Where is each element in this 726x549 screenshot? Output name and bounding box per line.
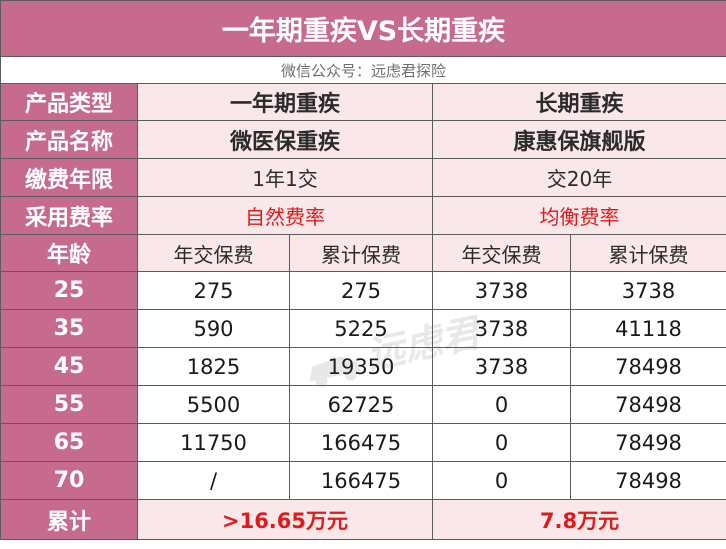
table-row: 35 590 5225 3738 41118 bbox=[0, 309, 726, 348]
annual-premium-long-term: 3738 bbox=[432, 271, 571, 310]
annual-premium-one-year: 11750 bbox=[137, 423, 290, 462]
page-title: 一年期重疾VS长期重疾 bbox=[0, 0, 726, 57]
table-row: 65 11750 166475 0 78498 bbox=[0, 423, 726, 462]
annual-premium-long-term: 0 bbox=[432, 461, 571, 500]
cumulative-premium-long-term: 78498 bbox=[569, 461, 726, 500]
cumulative-premium-one-year: 62725 bbox=[289, 385, 433, 424]
age-cell: 25 bbox=[0, 271, 138, 310]
table-row: 70 / 166475 0 78498 bbox=[0, 461, 726, 500]
annual-premium-one-year: 5500 bbox=[137, 385, 290, 424]
age-cell: 35 bbox=[0, 309, 138, 348]
cumulative-premium-long-term: 78498 bbox=[569, 423, 726, 462]
age-cell: 70 bbox=[0, 461, 138, 500]
product-name-long-term: 康惠保旗舰版 bbox=[431, 120, 726, 159]
product-type-one-year: 一年期重疾 bbox=[137, 83, 433, 121]
total-label: 累计 bbox=[0, 499, 138, 540]
total-long-term: 7.8万元 bbox=[431, 499, 726, 540]
col-header-annual-2: 年交保费 bbox=[432, 234, 571, 272]
cumulative-premium-one-year: 166475 bbox=[289, 423, 433, 462]
table-row: 45 1825 19350 3738 78498 bbox=[0, 347, 726, 386]
annual-premium-one-year: / bbox=[137, 461, 290, 500]
rate-type-one-year: 自然费率 bbox=[137, 196, 433, 235]
cumulative-premium-long-term: 3738 bbox=[569, 271, 726, 310]
col-header-cumulative-1: 累计保费 bbox=[289, 234, 433, 272]
total-row: 累计 >16.65万元 7.8万元 bbox=[0, 499, 726, 540]
cumulative-premium-one-year: 166475 bbox=[289, 461, 433, 500]
cumulative-premium-long-term: 78498 bbox=[569, 385, 726, 424]
annual-premium-long-term: 3738 bbox=[432, 347, 571, 386]
rate-type-long-term: 均衡费率 bbox=[431, 196, 726, 235]
table-row: 55 5500 62725 0 78498 bbox=[0, 385, 726, 424]
product-type-long-term: 长期重疾 bbox=[431, 83, 726, 121]
cumulative-premium-one-year: 5225 bbox=[289, 309, 433, 348]
payment-term-long-term: 交20年 bbox=[431, 158, 726, 197]
annual-premium-long-term: 0 bbox=[432, 423, 571, 462]
age-cell: 45 bbox=[0, 347, 138, 386]
product-type-label: 产品类型 bbox=[0, 83, 138, 121]
age-header-row: 年龄 年交保费 累计保费 年交保费 累计保费 bbox=[0, 234, 726, 272]
payment-term-one-year: 1年1交 bbox=[137, 158, 433, 197]
annual-premium-one-year: 590 bbox=[137, 309, 290, 348]
age-cell: 65 bbox=[0, 423, 138, 462]
product-type-row: 产品类型 一年期重疾 长期重疾 bbox=[0, 83, 726, 121]
title-row: 一年期重疾VS长期重疾 bbox=[0, 0, 726, 57]
total-one-year: >16.65万元 bbox=[137, 499, 433, 540]
annual-premium-long-term: 3738 bbox=[432, 309, 571, 348]
page-subtitle: 微信公众号：远虑君探险 bbox=[0, 56, 726, 84]
col-header-annual-1: 年交保费 bbox=[137, 234, 290, 272]
annual-premium-long-term: 0 bbox=[432, 385, 571, 424]
annual-premium-one-year: 1825 bbox=[137, 347, 290, 386]
annual-premium-one-year: 275 bbox=[137, 271, 290, 310]
subtitle-row: 微信公众号：远虑君探险 bbox=[0, 56, 726, 84]
table-row: 25 275 275 3738 3738 bbox=[0, 271, 726, 310]
cumulative-premium-one-year: 275 bbox=[289, 271, 433, 310]
age-cell: 55 bbox=[0, 385, 138, 424]
product-name-label: 产品名称 bbox=[0, 120, 138, 159]
cumulative-premium-long-term: 41118 bbox=[569, 309, 726, 348]
rate-type-row: 采用费率 自然费率 均衡费率 bbox=[0, 196, 726, 235]
col-header-cumulative-2: 累计保费 bbox=[569, 234, 726, 272]
product-name-row: 产品名称 微医保重疾 康惠保旗舰版 bbox=[0, 120, 726, 159]
rate-type-label: 采用费率 bbox=[0, 196, 138, 235]
age-label: 年龄 bbox=[0, 234, 138, 272]
cumulative-premium-one-year: 19350 bbox=[289, 347, 433, 386]
payment-term-label: 缴费年限 bbox=[0, 158, 138, 197]
payment-term-row: 缴费年限 1年1交 交20年 bbox=[0, 158, 726, 197]
cumulative-premium-long-term: 78498 bbox=[569, 347, 726, 386]
product-name-one-year: 微医保重疾 bbox=[137, 120, 433, 159]
